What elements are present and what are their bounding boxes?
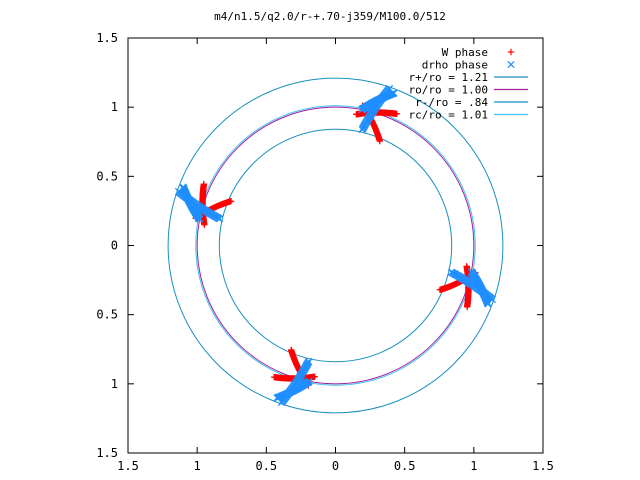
- legend-label: drho phase: [422, 59, 488, 72]
- drho-phase-point: [507, 60, 515, 69]
- w-phase-point: [270, 373, 278, 381]
- y-tick-label: 1: [111, 100, 118, 114]
- ring-curves: [167, 77, 504, 414]
- w-phase-point: [507, 48, 515, 56]
- x-axis-ticks: 1.5 1 0.5 0 0.5 1 1.5: [117, 38, 554, 473]
- legend-label: W phase: [442, 46, 488, 59]
- w-phase-point: [463, 303, 471, 311]
- ring-rc-ro-1-01: [195, 105, 476, 386]
- y-tick-label: 1.5: [96, 31, 118, 45]
- drho-phase-point: [390, 89, 398, 97]
- w-phase-point: [200, 180, 208, 188]
- drho-phase-point: [484, 300, 492, 308]
- chart-title: m4/n1.5/q2.0/r-+.70-j359/M100.0/512: [214, 10, 446, 23]
- x-tick-label: 1.5: [117, 459, 139, 473]
- x-tick-label: 0.5: [255, 459, 277, 473]
- y-tick-label: 1.5: [96, 446, 118, 460]
- y-tick-label: 0.5: [96, 169, 118, 183]
- x-tick-label: 1: [470, 459, 477, 473]
- x-tick-label: 0.5: [394, 459, 416, 473]
- legend-label: r+/ro = 1.21: [409, 71, 488, 84]
- drho-phase-point: [179, 183, 187, 191]
- phase-points: [174, 84, 497, 407]
- y-tick-label: 0: [111, 239, 118, 253]
- y-tick-label: 0.5: [96, 308, 118, 322]
- ring-ro-ro-1-00: [196, 106, 475, 385]
- y-axis-ticks: 1.5 1 0.5 0 0.5 1 1.5: [96, 31, 543, 460]
- x-tick-label: 0: [332, 459, 339, 473]
- x-tick-label: 1: [194, 459, 201, 473]
- legend-label: ro/ro = 1.00: [409, 84, 488, 97]
- legend-label: rc/ro = 1.01: [409, 109, 488, 122]
- y-tick-label: 1: [111, 377, 118, 391]
- legend-label: r-/ro = .84: [415, 96, 488, 109]
- w-phase-point: [393, 110, 401, 118]
- drho-phase-point: [273, 394, 281, 402]
- ring-r-ro-84: [218, 128, 453, 363]
- ring-r-ro-1-21: [167, 77, 504, 414]
- x-tick-label: 1.5: [532, 459, 554, 473]
